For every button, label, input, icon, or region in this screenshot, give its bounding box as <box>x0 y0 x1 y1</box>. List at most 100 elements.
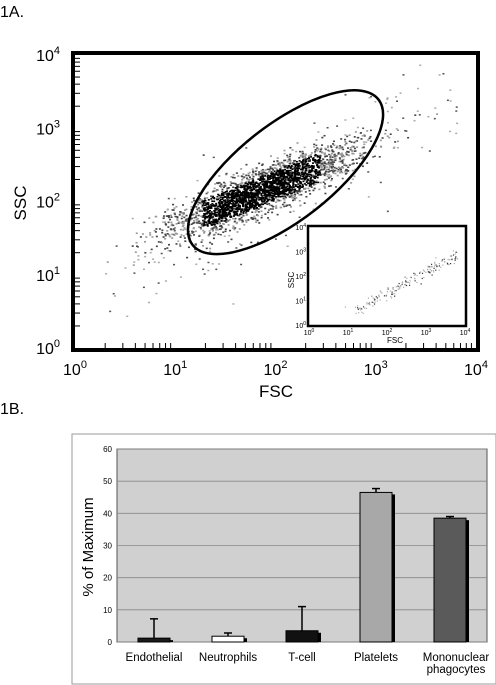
scatter-point <box>276 213 279 216</box>
scatter-point <box>333 153 336 156</box>
scatter-point <box>221 192 224 195</box>
scatter-point <box>284 192 287 195</box>
scatter-point <box>283 149 286 152</box>
scatter-point <box>215 202 218 205</box>
scatter-point <box>149 232 152 234</box>
scatter-point <box>366 162 369 164</box>
scatter-point <box>202 229 205 232</box>
scatter-point <box>233 205 236 207</box>
scatter-point <box>181 212 184 214</box>
scatter-point <box>284 190 287 193</box>
scatter-point <box>282 188 285 190</box>
scatter-point <box>245 205 248 208</box>
scatter-point <box>188 233 191 236</box>
scatter-point <box>234 203 237 205</box>
scatter-point <box>344 94 347 96</box>
scatter-point <box>260 214 263 217</box>
scatter-point <box>144 251 147 254</box>
scatter-point <box>358 157 361 160</box>
scatter-point <box>301 178 304 180</box>
scatter-point <box>263 199 266 202</box>
scatter-point <box>254 193 257 195</box>
scatter-point <box>363 135 366 137</box>
inset-scatter-point <box>362 306 365 308</box>
scatter-point <box>244 189 247 192</box>
scatter-point <box>284 196 287 199</box>
scatter-point <box>310 169 313 172</box>
scatter-point <box>296 192 299 195</box>
scatter-point <box>456 122 459 125</box>
scatter-point <box>222 223 225 225</box>
scatter-point <box>203 209 206 211</box>
scatter-point <box>316 174 319 177</box>
scatter-point <box>322 181 325 184</box>
scatter-point <box>302 158 305 161</box>
scatter-point <box>173 213 176 215</box>
scatter-point <box>268 169 271 172</box>
scatter-point <box>208 222 211 225</box>
scatter-point <box>328 150 331 153</box>
inset-scatter-point <box>373 303 376 305</box>
scatter-point <box>218 220 221 222</box>
scatter-point <box>149 234 152 236</box>
scatter-point <box>209 216 212 219</box>
scatter-point <box>304 165 307 168</box>
scatter-point <box>379 139 382 142</box>
scatter-point <box>247 179 250 181</box>
scatter-point <box>336 170 339 173</box>
scatter-point <box>335 146 338 149</box>
scatter-point <box>249 187 252 189</box>
scatter-point <box>310 174 313 177</box>
inset-scatter-point <box>431 266 433 268</box>
scatter-point <box>310 152 313 154</box>
scatter-point <box>245 163 248 166</box>
scatter-point <box>131 245 134 247</box>
scatter-point <box>184 228 187 231</box>
scatter-point <box>247 191 250 194</box>
scatter-point <box>273 191 276 194</box>
scatter-point <box>196 222 199 224</box>
scatter-point <box>224 191 227 193</box>
inset-scatter-point <box>435 264 437 266</box>
scatter-point <box>278 192 281 194</box>
scatter-point <box>218 217 221 220</box>
scatter-point <box>254 203 257 205</box>
scatter-point <box>294 163 297 166</box>
scatter-point <box>185 195 188 198</box>
scatter-point <box>318 173 321 176</box>
scatter-point <box>267 186 270 188</box>
scatter-point <box>325 163 328 166</box>
scatter-point <box>386 210 389 213</box>
scatter-point <box>233 228 236 231</box>
scatter-point <box>182 224 185 227</box>
scatter-point <box>293 176 296 179</box>
scatter-point <box>214 231 217 234</box>
scatter-point <box>291 149 294 151</box>
scatter-point <box>211 200 214 202</box>
scatter-point <box>296 169 299 172</box>
scatter-point <box>229 209 232 212</box>
scatter-point <box>244 206 247 208</box>
inset-scatter-point <box>454 253 456 255</box>
scatter-point <box>267 199 270 202</box>
scatter-point <box>273 181 276 183</box>
scatter-point <box>216 198 219 201</box>
scatter-point <box>256 194 259 197</box>
inset-scatter-point <box>400 284 402 287</box>
inset-scatter-point <box>387 288 389 290</box>
scatter-point <box>196 210 199 212</box>
scatter-point <box>278 180 281 183</box>
scatter-point <box>241 209 244 212</box>
scatter-point <box>301 151 304 154</box>
scatter-point <box>290 176 293 179</box>
scatter-point <box>325 173 328 176</box>
scatter-point <box>402 74 405 76</box>
scatter-point <box>317 161 320 163</box>
scatter-point <box>291 179 294 181</box>
scatter-point <box>212 156 215 159</box>
scatter-point <box>272 175 275 177</box>
x-tick-label: 100 <box>63 359 87 379</box>
scatter-point <box>288 204 291 206</box>
scatter-point <box>310 182 313 185</box>
scatter-point <box>370 140 373 142</box>
